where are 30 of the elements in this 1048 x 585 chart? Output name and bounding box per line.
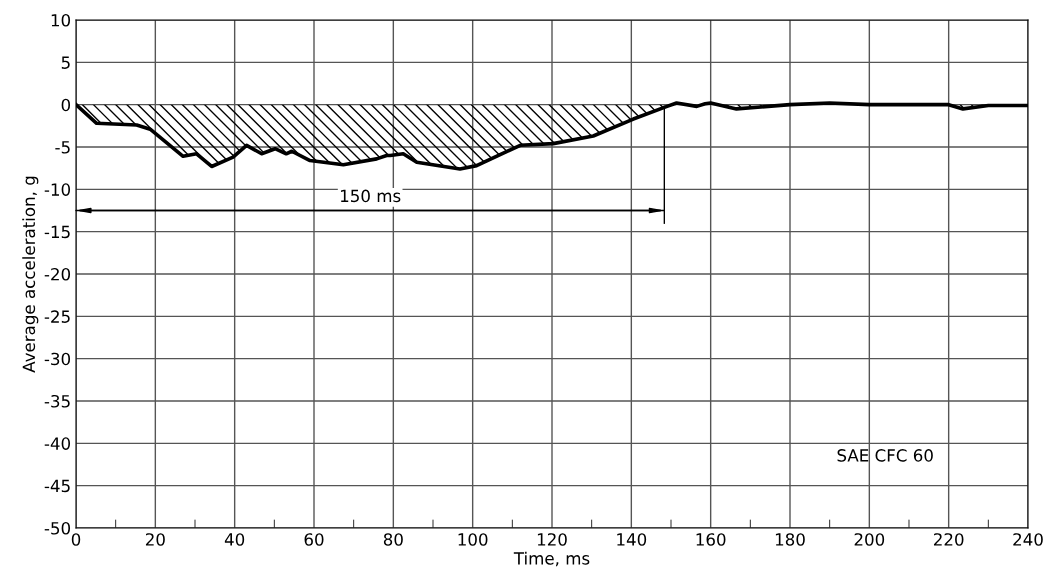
x-tick-label: 0 [71,533,81,546]
x-tick-label: 120 [537,533,567,546]
x-tick-label: 60 [304,533,324,546]
x-tick-label: 200 [854,533,885,546]
y-tick-label: -20 [44,267,71,281]
y-tick-label: -5 [55,141,70,154]
y-tick-label: -50 [44,521,71,535]
x-tick-label: 140 [617,533,647,546]
x-tick-label: 240 [1013,533,1043,546]
y-tick-label: 10 [51,13,71,27]
x-tick-label: 80 [383,533,403,546]
y-axis-title: Average acceleration, g [22,176,39,373]
y-tick-label: -30 [44,352,71,366]
y-tick-label: 0 [61,98,71,112]
annotation: SAE CFC 60 [837,449,933,462]
x-tick-label: 40 [224,533,245,546]
y-tick-label: -10 [44,183,71,196]
x-tick-label: 220 [933,533,964,546]
y-tick-label: -25 [44,310,70,323]
y-tick-label: -40 [44,437,71,450]
annotation: 150 ms [340,189,401,203]
x-axis-title: Time, ms [513,551,590,567]
y-tick-label: -35 [44,394,70,408]
x-tick-label: 160 [696,533,726,546]
y-tick-label: 5 [61,56,70,69]
x-tick-label: 180 [775,533,805,546]
x-tick-label: 20 [145,533,165,546]
x-tick-label: 100 [458,533,488,546]
y-tick-label: -45 [44,479,70,493]
y-tick-label: -15 [44,225,70,239]
